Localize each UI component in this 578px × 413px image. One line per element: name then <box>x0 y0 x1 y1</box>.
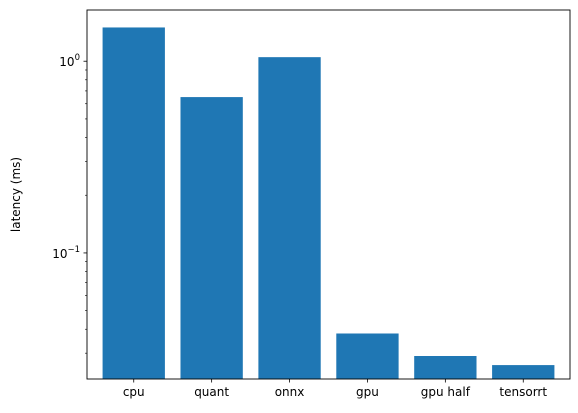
y-tick-label: 10−1 <box>52 245 80 261</box>
bar-cpu <box>102 27 165 380</box>
x-tick-label: cpu <box>123 385 145 399</box>
x-tick-label: gpu <box>356 385 379 399</box>
x-axis-ticks: cpu quant onnx gpu gpu half tensorrt <box>123 379 547 399</box>
bar-series <box>102 27 555 380</box>
x-tick-label: quant <box>194 385 229 399</box>
bar-gpu <box>336 333 399 379</box>
y-tick-label: 100 <box>59 53 80 69</box>
plot-frame <box>86 9 571 380</box>
x-tick-label: onnx <box>275 385 305 399</box>
y-axis-label: latency (ms) <box>9 157 23 232</box>
x-tick-label: tensorrt <box>499 385 547 399</box>
bar-onnx <box>258 57 321 379</box>
bar-tensorrt <box>492 365 555 379</box>
bar-quant <box>180 97 243 379</box>
y-axis-ticks: 100 10−1 <box>52 53 87 354</box>
bar-gpu-half <box>414 355 477 379</box>
x-tick-label: gpu half <box>421 385 471 399</box>
